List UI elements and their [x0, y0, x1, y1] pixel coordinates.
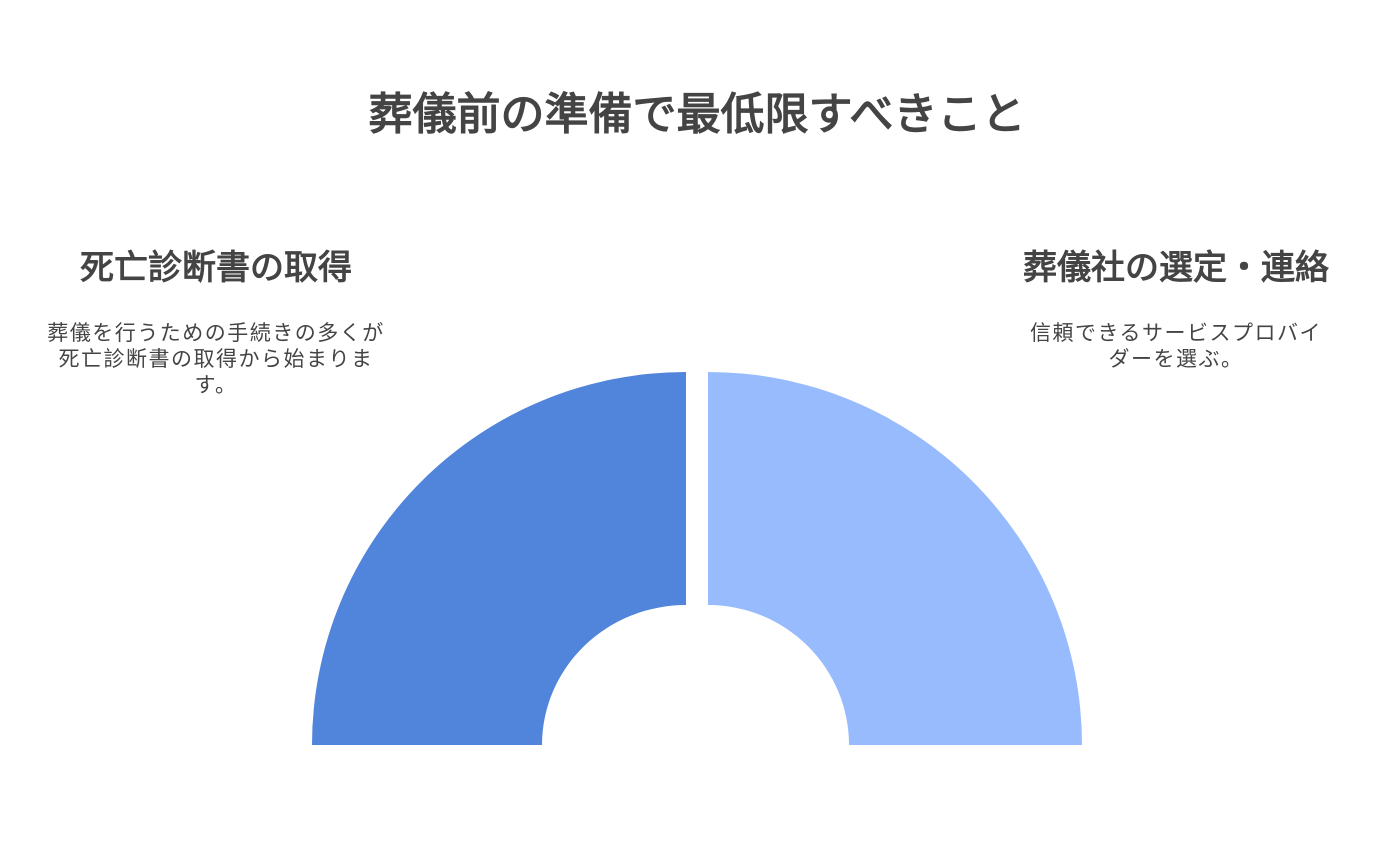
segment-left-death-certificate: [312, 372, 686, 745]
segment-heading-funeral-home: 葬儀社の選定・連絡: [1023, 248, 1329, 288]
segment-description-death-certificate: 葬儀を行うための手続きの多くが死亡診断書の取得から始まります。: [47, 321, 385, 397]
segment-heading-death-certificate: 死亡診断書の取得: [80, 248, 352, 288]
diagram-title: 葬儀前の準備で最低限すべきこと: [368, 89, 1026, 140]
segment-description-funeral-home: 信頼できるサービスプロバイダーを選ぶ。: [1029, 321, 1323, 371]
segment-right-funeral-home: [708, 372, 1082, 745]
